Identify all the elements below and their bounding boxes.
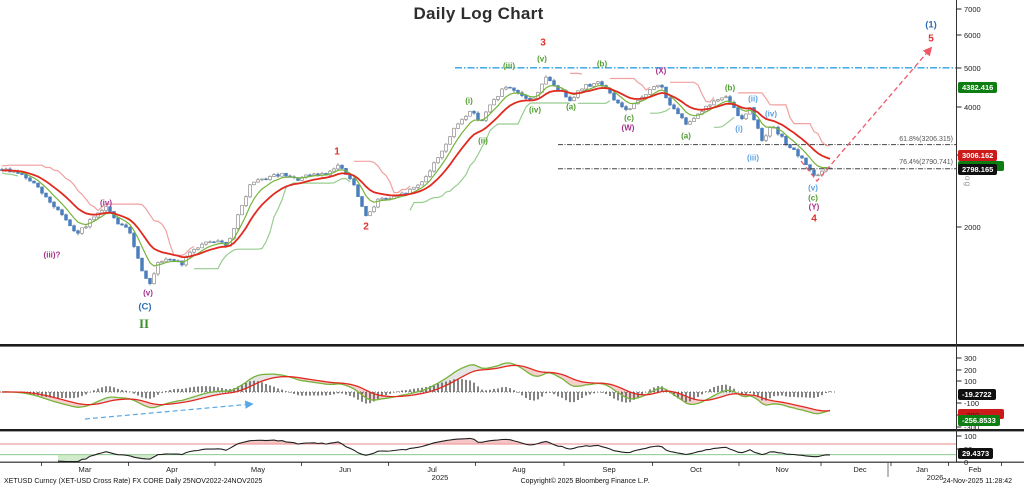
wave-label: (iv) xyxy=(529,105,541,115)
wave-label: (ii) xyxy=(748,94,758,104)
wave-label: (a) xyxy=(681,131,691,141)
oscillator-value-badge: -256.8533 xyxy=(958,415,1000,426)
wave-label: 2 xyxy=(363,221,369,233)
wave-label: (iii) xyxy=(747,153,759,163)
rsi-value-badge: 29.4373 xyxy=(958,448,994,459)
wave-label: (X) xyxy=(655,66,667,76)
x-axis-year-label: 2025 xyxy=(431,472,449,482)
wave-label: (i) xyxy=(735,124,743,134)
x-axis-month-label: Feb xyxy=(968,465,982,474)
wave-label: (W) xyxy=(621,123,635,133)
x-axis-year-label: 2026 xyxy=(926,472,944,482)
x-axis-month-label: Apr xyxy=(166,465,178,474)
wave-label: II xyxy=(138,316,150,331)
fib-retracement-764-label: 76.4%(2790.741) xyxy=(899,159,953,166)
wave-label: 5 xyxy=(928,33,934,45)
chart-title: Daily Log Chart xyxy=(413,4,544,23)
wave-label: (a) xyxy=(566,102,576,112)
wave-label: (v) xyxy=(808,183,818,193)
footer-timestamp: 24-Nov-2025 11:28:42 xyxy=(942,478,1012,485)
y-axis-tick-label: 2000 xyxy=(964,222,981,232)
x-axis-month-label: Jan xyxy=(915,465,929,474)
y-axis-tick-label: 200 xyxy=(964,365,977,375)
y-axis-tick-label: 7000 xyxy=(964,4,981,14)
log-scale-axis-label: Log xyxy=(963,170,973,188)
x-axis-month-label: Dec xyxy=(853,465,867,474)
x-axis-month-label: Nov xyxy=(775,465,789,474)
projection-arrow xyxy=(800,46,933,183)
oscillator-panel xyxy=(0,362,835,420)
channel-price-badge: 4382.416 xyxy=(958,82,998,93)
wave-label: (c) xyxy=(808,193,818,203)
wave-label: (c) xyxy=(624,113,634,123)
x-axis-month-label: Jul xyxy=(427,465,437,474)
x-axis-month-label: May xyxy=(250,465,266,474)
wave-label: (v) xyxy=(143,288,153,298)
y-axis-tick-label: 6000 xyxy=(964,30,981,40)
panel-divider xyxy=(0,429,1024,432)
x-axis-month-label: Sep xyxy=(602,465,616,474)
wave-label: 4 xyxy=(811,213,817,225)
y-axis-tick-label: 100 xyxy=(964,376,977,386)
wave-label: (1) xyxy=(925,19,937,31)
y-axis-tick-label: 4000 xyxy=(964,102,981,112)
x-axis-month-label: Aug xyxy=(512,465,526,474)
wave-label: 3 xyxy=(540,37,546,49)
trail-stop-price-badge: 3006.162 xyxy=(958,150,998,161)
y-axis-tick-label: 300 xyxy=(964,353,977,363)
panel-divider xyxy=(0,344,1024,347)
divergence-arrow xyxy=(84,400,254,420)
wave-label: (iii) xyxy=(503,61,515,71)
wave-label: (ii) xyxy=(478,136,488,146)
x-axis-month-label: Oct xyxy=(690,465,702,474)
wave-label: (i) xyxy=(465,96,473,106)
x-axis-month-label: Mar xyxy=(78,465,92,474)
y-axis-tick-label: 100 xyxy=(964,431,977,441)
wave-label: (iv) xyxy=(100,198,112,208)
wave-label: (C) xyxy=(138,301,152,313)
hidden-red-axis-badge xyxy=(958,409,1004,419)
y-axis-tick-label: 5000 xyxy=(964,63,981,73)
main-price-panel xyxy=(0,72,832,286)
wave-label: (iii)? xyxy=(43,250,61,260)
wave-label: (Y) xyxy=(808,202,820,212)
y-axis-tick-label: -300 xyxy=(964,422,980,432)
rsi-panel xyxy=(0,437,956,462)
wave-label: (iv) xyxy=(765,109,777,119)
y-axis-tick-label: 0 xyxy=(964,457,969,467)
oscillator-histogram-badge: -19.2722 xyxy=(958,389,996,400)
y-axis-tick-label: -100 xyxy=(964,398,980,408)
wave-label: 1 xyxy=(334,146,340,158)
footer-copyright-text: Copyright© 2025 Bloomberg Finance L.P. xyxy=(520,478,650,485)
footer-instrument-text: XETUSD Curncy (XET-USD Cross Rate) FX CO… xyxy=(4,478,263,485)
x-axis-month-label: Jun xyxy=(338,465,352,474)
wave-label: (v) xyxy=(537,54,547,64)
wave-label: (b) xyxy=(724,83,736,93)
wave-label: (b) xyxy=(596,59,608,69)
fib-retracement-618-label: 61.8%(3206.315) xyxy=(899,136,953,143)
last-price-badge: 2798.165 xyxy=(958,164,998,175)
